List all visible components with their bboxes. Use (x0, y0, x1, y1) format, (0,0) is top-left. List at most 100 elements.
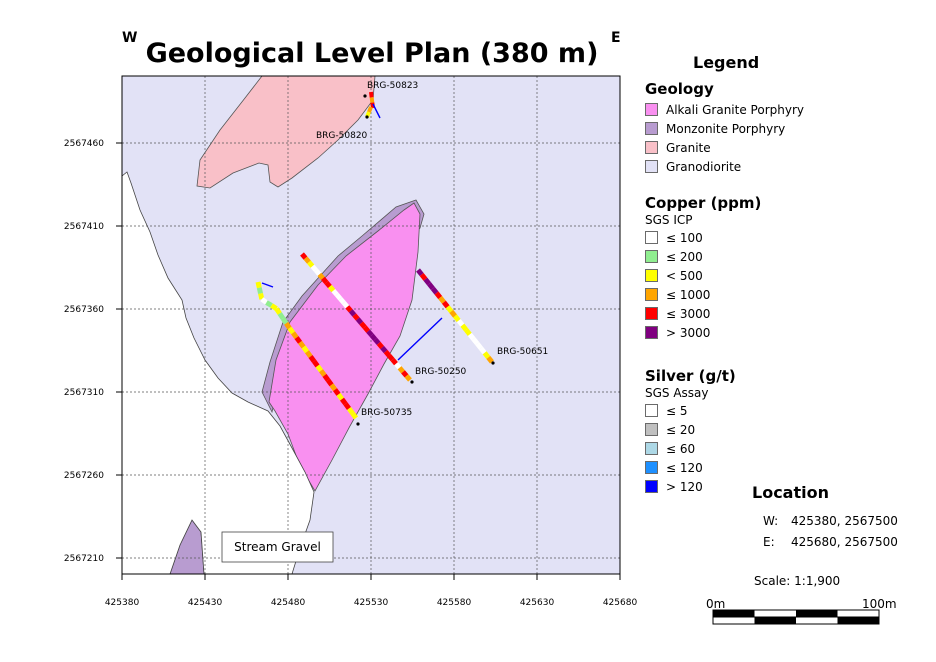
x-tick-label: 425480 (271, 598, 306, 608)
brg-50250-assay-segment (359, 321, 367, 329)
brg-50250-assay-segment (331, 288, 339, 297)
brg-50250-silver-line (397, 317, 443, 361)
copper-legend-item: ≤ 1000 (645, 285, 761, 304)
brg-50250-assay-segment (327, 284, 336, 293)
brg-50735-assay-segment (301, 345, 310, 354)
brg-50250-assay-segment (324, 280, 332, 289)
brg-50651-assay-segment (478, 346, 487, 355)
stream-gravel-label-box (221, 531, 334, 563)
hole-label-brg-50820: BRG-50820 (316, 131, 368, 141)
brg-50735-assay-segment (258, 292, 265, 300)
brg-50651-assay-segment (475, 342, 483, 350)
brg-50651-assay-segment (434, 291, 443, 300)
brg-50735-assay-segment (312, 359, 320, 368)
brg-50651-assay-segment (482, 351, 491, 359)
brg-50250-assay-segment (380, 345, 388, 354)
copper-swatch (645, 269, 658, 282)
brg-50250-assay-segment (401, 370, 409, 378)
copper-legend-item: ≤ 100 (645, 228, 761, 247)
brg-50735-assay-segment (315, 364, 324, 373)
brg-50250-assay-segment (348, 309, 357, 317)
geology-legend-label: Monzonite Porphyry (666, 121, 786, 136)
brg-50735-assay-segment (270, 303, 278, 311)
copper-legend-subheading: SGS ICP (645, 213, 693, 227)
brg-50651-assay-segment (445, 305, 454, 313)
brg-50250-assay-segment (352, 313, 360, 321)
geology-legend-item: Monzonite Porphyry (645, 119, 804, 138)
copper-swatch (645, 326, 658, 339)
copper-legend: Copper (ppm) SGS ICP ≤ 100 ≤ 200 < 500 ≤ 10… (645, 194, 761, 342)
geology-legend-item: Alkali Granite Porphyry (645, 100, 804, 119)
geology-legend-label: Granite (666, 140, 711, 155)
brg-50735-assay-segment (336, 392, 345, 401)
brg-50250-assay-segment (362, 325, 371, 333)
brg-50651-assay-segment (460, 323, 469, 332)
x-tick-label: 425380 (105, 598, 140, 608)
geology-swatch (645, 103, 658, 116)
brg-50823-silver-line (372, 103, 381, 119)
copper-swatch (645, 307, 658, 320)
y-tick-label: 2567460 (64, 139, 104, 149)
brg-50735-assay-segment (265, 300, 273, 308)
legend-title: Legend (693, 53, 760, 72)
location-west-value: 425380, 2567500 (791, 514, 898, 528)
brg-50250-assay-segment (334, 293, 343, 301)
silver-legend-label: ≤ 20 (666, 422, 696, 437)
copper-legend-item: ≤ 200 (645, 247, 761, 266)
geology-swatch (645, 122, 658, 135)
brg-50250-assay-segment (376, 341, 385, 350)
location-west-label: W: (763, 514, 779, 528)
geology-map[interactable]: BRG-50823 BRG-50820 BRG-50651 BRG-50250 … (0, 0, 640, 662)
brg-50735-assay-segment (294, 336, 303, 344)
geology-legend-label: Alkali Granite Porphyry (666, 102, 804, 117)
geology-legend-heading: Geology (645, 80, 714, 98)
brg-50651-assay-segment (441, 300, 450, 309)
hole-collars (356, 94, 495, 426)
copper-legend-item: > 3000 (645, 323, 761, 342)
y-tick-label: 2567210 (64, 554, 104, 564)
brg-50651-assay-segment (419, 273, 428, 281)
brg-50250-assay-segment (394, 362, 402, 370)
stream-gravel-label: Stream Gravel (234, 540, 321, 554)
brg-50735-assay-segment (256, 287, 263, 295)
copper-swatch (645, 250, 658, 263)
silver-legend-label: ≤ 5 (666, 403, 688, 418)
brg-50735-assay-segment (350, 411, 359, 420)
brg-50651-assay-segment (430, 286, 439, 295)
copper-legend-label: ≤ 100 (666, 230, 703, 245)
brg-50735-assay-segment (305, 350, 313, 358)
copper-legend-label: ≤ 200 (666, 249, 703, 264)
west-direction-label: W (122, 30, 138, 46)
brg-50735-assay-segment (333, 388, 341, 396)
location-title: Location (752, 483, 829, 502)
brg-50823-assay-segment (369, 91, 374, 98)
silver-legend-subheading: SGS Assay (645, 386, 709, 400)
brg-50250-assay-segment (303, 256, 311, 264)
brg-50735-assay-segment (291, 331, 299, 340)
y-tick-label: 2567310 (64, 388, 104, 398)
copper-swatch (645, 231, 658, 244)
brg-50250-assay-segment (369, 333, 378, 341)
silver-legend-heading: Silver (g/t) (645, 367, 736, 385)
silver-legend-label: > 120 (666, 479, 703, 494)
brg-50820-assay-segment (367, 106, 373, 113)
geology-legend: Geology Alkali Granite Porphyry Monzonite… (645, 80, 804, 176)
brg-50250-assay-segment (317, 272, 325, 281)
brg-50250-assay-segment (383, 349, 391, 358)
brg-50735-assay-segment (329, 383, 338, 392)
brg-50250-assay-segment (300, 252, 308, 260)
brg-50823-assay-segment (369, 97, 375, 103)
x-axis-ticks (116, 142, 621, 580)
silver-legend-item: > 120 (645, 477, 736, 496)
brg-50735-assay-segment (326, 378, 334, 387)
y-tick-label: 2567260 (64, 471, 104, 481)
brg-50735-assay-segment (284, 321, 292, 330)
geology-swatch (645, 141, 658, 154)
map-title: Geological Level Plan (380 m) (145, 38, 599, 69)
brg-50250-assay-segment (366, 329, 374, 337)
hole-label-brg-50651: BRG-50651 (497, 347, 548, 357)
brg-50250-assay-segment (387, 353, 395, 362)
silver-legend-label: ≤ 60 (666, 441, 696, 456)
x-tick-label: 425630 (520, 598, 555, 608)
brg-50735-assay-segment (277, 312, 286, 320)
